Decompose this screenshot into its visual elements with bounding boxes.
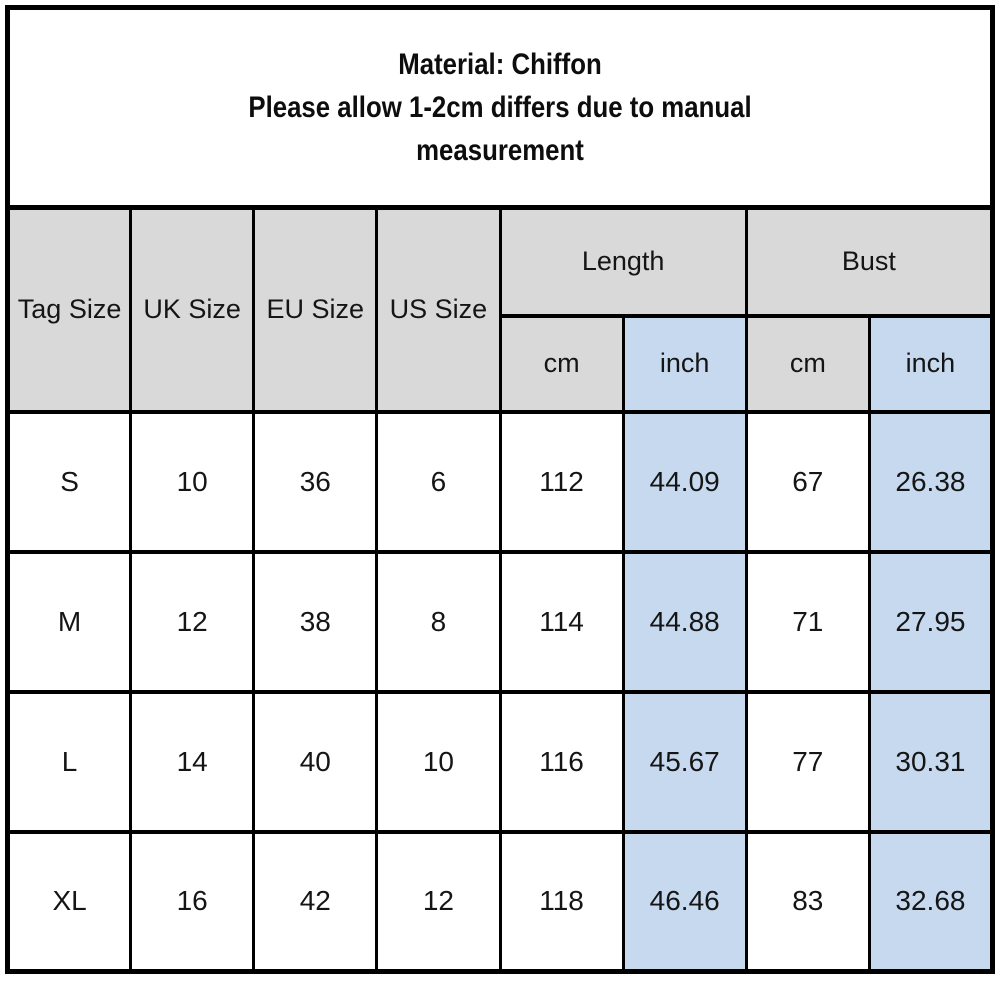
cell-uk-size: 12	[129, 549, 256, 694]
cell-length-inch: 45.67	[621, 689, 748, 834]
header-bust-group: Bust	[744, 205, 995, 318]
table-row-s: S 10 36 6 112 44.09 67 26.38	[5, 409, 995, 554]
cell-tag-size: XL	[5, 829, 133, 974]
cell-uk-size: 16	[129, 829, 256, 974]
table-header-row-groups: Tag Size UK Size EU Size US Size Length …	[5, 205, 995, 414]
subheader-length-inch: inch	[621, 313, 748, 414]
cell-length-cm: 118	[498, 829, 625, 974]
cell-length-inch: 46.46	[621, 829, 748, 974]
cell-bust-inch: 30.31	[867, 689, 995, 834]
cell-uk-size: 10	[129, 409, 256, 554]
cell-bust-cm: 71	[744, 549, 871, 694]
table-row-m: M 12 38 8 114 44.88 71 27.95	[5, 549, 995, 694]
cell-us-size: 6	[375, 409, 502, 554]
cell-bust-inch: 32.68	[867, 829, 995, 974]
cell-bust-cm: 77	[744, 689, 871, 834]
header-uk-size: UK Size	[129, 205, 256, 414]
table-row-l: L 14 40 10 116 45.67 77 30.31	[5, 689, 995, 834]
header-tag-size: Tag Size	[5, 205, 133, 414]
cell-uk-size: 14	[129, 689, 256, 834]
cell-bust-inch: 26.38	[867, 409, 995, 554]
size-chart-frame: Material: Chiffon Please allow 1-2cm dif…	[5, 5, 995, 974]
cell-length-inch: 44.88	[621, 549, 748, 694]
header-length-group: Length	[498, 205, 748, 318]
header-us-size: US Size	[375, 205, 502, 414]
cell-eu-size: 42	[252, 829, 379, 974]
material-note-line1: Material: Chiffon	[398, 48, 602, 81]
cell-eu-size: 40	[252, 689, 379, 834]
subheader-bust-cm: cm	[744, 313, 871, 414]
cell-bust-inch: 27.95	[867, 549, 995, 694]
material-note-line2: Please allow 1-2cm differs due to manual…	[248, 91, 752, 167]
subheader-bust-inch: inch	[867, 313, 995, 414]
cell-eu-size: 38	[252, 549, 379, 694]
cell-length-cm: 116	[498, 689, 625, 834]
cell-length-cm: 114	[498, 549, 625, 694]
cell-eu-size: 36	[252, 409, 379, 554]
cell-length-cm: 112	[498, 409, 625, 554]
subheader-length-cm: cm	[498, 313, 625, 414]
cell-us-size: 12	[375, 829, 502, 974]
cell-us-size: 10	[375, 689, 502, 834]
cell-bust-cm: 83	[744, 829, 871, 974]
table-row-xl: XL 16 42 12 118 46.46 83 32.68	[5, 829, 995, 974]
cell-tag-size: L	[5, 689, 133, 834]
cell-bust-cm: 67	[744, 409, 871, 554]
table-header-row-units: cm inch cm inch	[8, 313, 995, 414]
cell-tag-size: M	[5, 549, 133, 694]
cell-length-inch: 44.09	[621, 409, 748, 554]
material-note-box: Material: Chiffon Please allow 1-2cm dif…	[5, 5, 995, 205]
material-note-text: Material: Chiffon Please allow 1-2cm dif…	[199, 43, 801, 172]
size-chart-table: Tag Size UK Size EU Size US Size Length …	[5, 205, 995, 974]
cell-us-size: 8	[375, 549, 502, 694]
header-eu-size: EU Size	[252, 205, 379, 414]
cell-tag-size: S	[5, 409, 133, 554]
